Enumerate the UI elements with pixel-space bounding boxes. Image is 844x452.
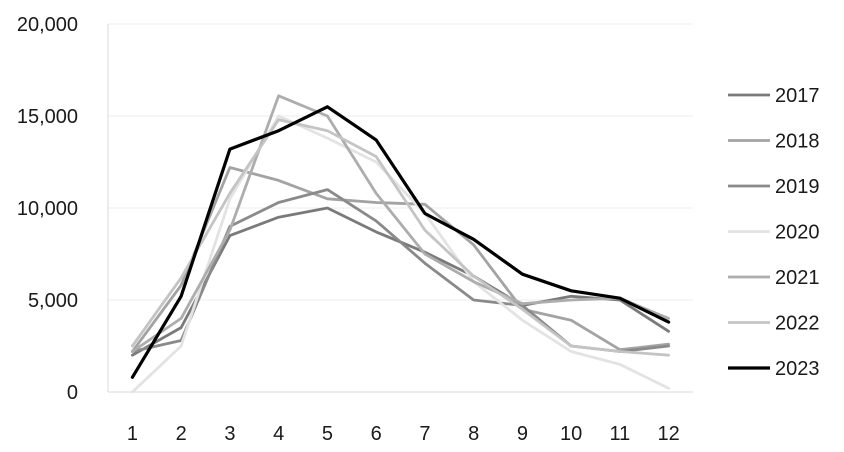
legend-item-2020: 2020 [728,222,820,244]
x-tick-label: 2 [176,423,187,445]
y-tick-label: 10,000 [17,198,78,220]
legend-item-2021: 2021 [728,267,820,289]
legend-label: 2017 [775,85,820,107]
series-line-2018 [130,166,670,353]
y-tick-label: 20,000 [17,14,78,36]
legend-item-2019: 2019 [728,176,820,198]
legend-label: 2023 [775,358,820,380]
series-line-2020 [130,114,670,394]
x-tick-label: 8 [468,423,479,445]
legend-item-2018: 2018 [728,131,820,153]
x-tick-label: 1 [127,423,138,445]
legend-label: 2022 [775,313,820,335]
x-tick-label: 6 [371,423,382,445]
y-tick-label: 0 [67,382,78,404]
series-line-2021 [130,94,670,353]
x-tick-labels: 1 2 3 4 5 6 7 8 9 10 11 12 [127,423,680,445]
x-tick-label: 10 [560,423,582,445]
legend: 2017 2018 2019 2020 2021 2022 2023 [728,85,820,380]
x-tick-label: 4 [273,423,284,445]
x-tick-label: 11 [609,423,630,445]
y-tick-labels: 0 5,000 10,000 15,000 20,000 [17,14,78,404]
y-tick-label: 15,000 [17,106,78,128]
x-tick-label: 5 [322,423,333,445]
series-lines [130,94,671,394]
legend-item-2022: 2022 [728,313,820,335]
y-tick-label: 5,000 [28,290,78,312]
x-tick-label: 7 [419,423,430,445]
x-tick-label: 12 [658,423,680,445]
legend-label: 2019 [775,176,820,198]
x-tick-label: 9 [517,423,528,445]
series-line-2023 [130,105,671,379]
legend-label: 2021 [775,267,820,289]
gridlines [108,23,693,301]
series-line-2022 [130,118,670,357]
legend-item-2017: 2017 [728,85,820,107]
legend-item-2023: 2023 [728,358,820,380]
legend-label: 2020 [775,222,820,244]
x-tick-label: 3 [224,423,235,445]
legend-label: 2018 [775,131,820,153]
series-line-2017 [130,206,670,357]
